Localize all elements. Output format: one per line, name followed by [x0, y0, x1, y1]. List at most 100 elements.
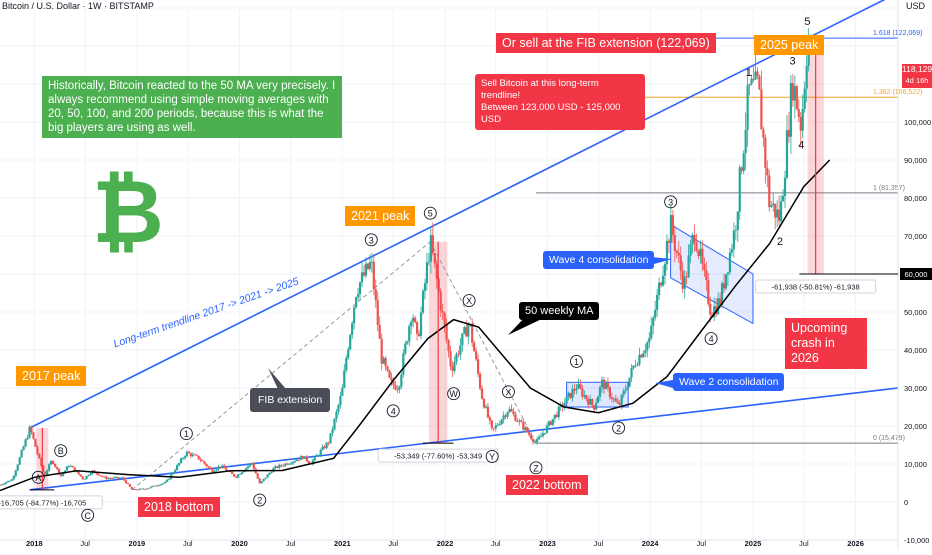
- candle-body: [114, 477, 118, 478]
- candle-body: [44, 472, 47, 475]
- candle-body: [392, 380, 395, 386]
- candle-body: [610, 397, 613, 400]
- candle-body: [335, 411, 338, 419]
- candle-body: [553, 414, 556, 419]
- candle-body: [453, 361, 456, 371]
- candle-body: [185, 451, 189, 457]
- candle-body: [646, 342, 649, 351]
- candle-body: [709, 303, 712, 315]
- candle-body: [435, 263, 438, 280]
- wave-label-text: 2: [257, 496, 262, 506]
- candle-body: [488, 417, 491, 421]
- y-tick-label: 90,000: [904, 156, 927, 165]
- candle-body: [459, 345, 462, 355]
- candle-body: [421, 290, 425, 313]
- candle-body: [22, 446, 25, 451]
- wave-label-circle: [529, 461, 543, 475]
- candle-body: [132, 489, 135, 490]
- candle-body: [221, 465, 224, 468]
- candle-body: [274, 466, 277, 468]
- x-tick-label: Jul: [80, 539, 90, 548]
- candle-body: [223, 465, 226, 469]
- x-tick-label: Jul: [491, 539, 501, 548]
- candle-body: [311, 460, 314, 465]
- candle-body: [783, 177, 787, 197]
- candle-body: [246, 466, 249, 469]
- candle-body: [240, 472, 244, 475]
- candle-body: [177, 463, 181, 466]
- candle-body: [579, 384, 582, 389]
- candle-body: [292, 461, 295, 464]
- candle-body: [791, 83, 794, 101]
- candle-body: [768, 175, 771, 208]
- candle-body: [654, 309, 657, 318]
- fib-extension-label: FIB extension: [250, 388, 331, 412]
- candle-body: [118, 477, 122, 479]
- candle-body: [571, 388, 574, 399]
- y-tick-label: 100,000: [904, 118, 931, 127]
- x-tick-label: 2026: [847, 539, 864, 548]
- candle-body: [756, 71, 759, 76]
- candle-body: [518, 420, 521, 422]
- bitcoin-logo: ₿: [92, 160, 164, 263]
- candle-body: [616, 401, 619, 404]
- candle-body: [642, 353, 645, 358]
- candle-body: [805, 65, 808, 89]
- last-price-countdown: 4d 16h: [905, 76, 929, 85]
- candle-body: [355, 297, 358, 308]
- candle-body: [465, 327, 468, 337]
- candle-body: [736, 211, 739, 230]
- candle-body: [726, 272, 730, 275]
- candle-body: [8, 480, 11, 482]
- candle-body: [516, 421, 519, 422]
- candle-body: [626, 386, 629, 390]
- candle-body: [665, 240, 669, 265]
- candle-body: [59, 474, 63, 476]
- last-price-tag: 118,129 4d 16h: [902, 64, 932, 88]
- candle-body: [189, 453, 192, 457]
- candle-body: [61, 473, 65, 476]
- candle-body: [787, 130, 791, 137]
- sell-trendline-note[interactable]: Sell Bitcoin at this long-term trendline…: [475, 74, 645, 130]
- candle-body: [225, 468, 228, 471]
- chart-title: Bitcoin / U.S. Dollar · 1W · BITSTAMP: [2, 1, 154, 11]
- candle-body: [20, 450, 23, 458]
- candle-body: [181, 458, 185, 459]
- candle-body: [760, 89, 763, 130]
- candle-body: [345, 358, 348, 371]
- candle-body: [236, 474, 240, 478]
- fib-level-label: 1 (81,357): [873, 185, 905, 192]
- candle-body: [85, 475, 88, 479]
- candle-body: [575, 388, 578, 391]
- historical-note[interactable]: Historically, Bitcoin reacted to the 50 …: [42, 76, 342, 138]
- candle-body: [73, 467, 76, 472]
- candle-body: [569, 392, 572, 399]
- candle-body: [122, 477, 126, 481]
- candle-body: [262, 478, 265, 482]
- candle-body: [412, 317, 415, 322]
- candle-body: [691, 234, 694, 245]
- candle-body: [71, 465, 74, 468]
- candle-body: [543, 433, 547, 434]
- x-tick-label: 2021: [334, 539, 351, 548]
- candle-body: [294, 460, 297, 462]
- ma-label: 50 weekly MA: [519, 302, 600, 320]
- candle-body: [366, 263, 370, 269]
- candle-body: [362, 272, 366, 276]
- candle-body: [461, 333, 464, 346]
- candle-body: [699, 248, 702, 257]
- candle-body: [476, 359, 480, 374]
- candle-body: [219, 466, 222, 468]
- candle-body: [441, 310, 444, 313]
- candle-body: [183, 456, 187, 459]
- candle-body: [701, 248, 704, 264]
- candle-body: [410, 321, 413, 327]
- candle-body: [419, 312, 423, 336]
- candle-body: [679, 255, 682, 271]
- y-tick-label: 30,000: [904, 384, 927, 393]
- candle-body: [772, 203, 775, 206]
- candle-body: [581, 388, 584, 397]
- candle-body: [331, 429, 334, 434]
- candle-body: [457, 353, 460, 355]
- candle-body: [168, 478, 171, 480]
